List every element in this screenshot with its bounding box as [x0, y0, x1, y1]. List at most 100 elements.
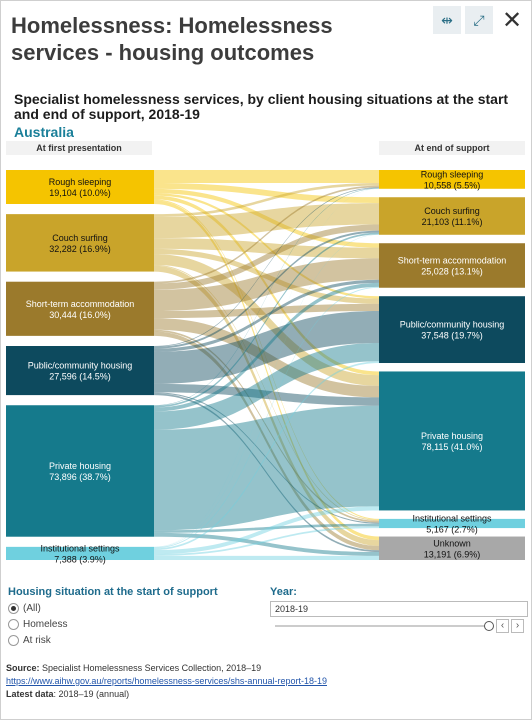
flow-link[interactable]: [154, 182, 379, 204]
radio-label: (All): [23, 603, 41, 614]
source-node-0[interactable]: [6, 170, 154, 204]
source-node-3[interactable]: [6, 346, 154, 396]
flow-link[interactable]: [154, 182, 379, 217]
source-node-5[interactable]: [6, 546, 154, 560]
source-line: Source: Specialist Homelessness Services…: [6, 663, 261, 673]
latest-line: Latest data: 2018–19 (annual): [6, 689, 129, 699]
radio-dot[interactable]: [8, 635, 19, 646]
flow-link[interactable]: [154, 286, 379, 549]
radio-all[interactable]: (All): [8, 603, 41, 614]
target-node-value: 13,191 (6.9%): [424, 549, 481, 559]
source-node-value: 19,104 (10.0%): [49, 188, 111, 198]
source-node-2[interactable]: [6, 281, 154, 336]
flow-link[interactable]: [154, 282, 379, 412]
flow-link[interactable]: [154, 555, 379, 560]
source-node-value: 7,388 (3.9%): [54, 554, 106, 564]
target-node-value: 78,115 (41.0%): [422, 442, 483, 452]
flow-link[interactable]: [154, 199, 379, 520]
radio-dot[interactable]: [8, 603, 19, 614]
flow-link[interactable]: [154, 203, 379, 239]
flow-link[interactable]: [154, 170, 379, 183]
year-select[interactable]: 2018-19: [270, 601, 528, 617]
flow-link[interactable]: [154, 331, 379, 551]
source-text: Specialist Homelessness Services Collect…: [42, 663, 262, 673]
flow-link[interactable]: [154, 265, 379, 546]
target-node-value: 37,548 (19.7%): [421, 331, 483, 341]
radio-homeless[interactable]: Homeless: [8, 619, 67, 630]
target-node-name: Couch surfing: [424, 206, 480, 216]
year-slider-track[interactable]: [275, 625, 485, 627]
flow-link[interactable]: [154, 532, 379, 556]
flow-link[interactable]: [154, 318, 379, 398]
flow-link[interactable]: [154, 188, 379, 548]
target-node-name: Unknown: [433, 538, 471, 548]
flow-link[interactable]: [154, 392, 379, 524]
flow-link[interactable]: [154, 310, 379, 384]
target-node-6[interactable]: [379, 536, 525, 560]
flow-link[interactable]: [154, 342, 379, 430]
source-node-1[interactable]: [6, 214, 154, 272]
flow-link[interactable]: [154, 258, 379, 312]
flow-link[interactable]: [154, 248, 379, 304]
flow-link[interactable]: [154, 329, 379, 523]
latest-label: Latest data: [6, 689, 54, 699]
flow-link[interactable]: [154, 279, 379, 352]
fullscreen-icon[interactable]: ⤢: [465, 6, 493, 34]
chart-region: Australia: [14, 124, 74, 140]
source-node-name: Rough sleeping: [49, 177, 112, 187]
flow-link[interactable]: [154, 361, 379, 551]
flow-link[interactable]: [154, 224, 379, 290]
flow-link[interactable]: [154, 232, 379, 408]
target-node-name: Institutional settings: [412, 513, 492, 523]
flow-links: [154, 170, 379, 560]
year-slider-handle[interactable]: [484, 621, 494, 631]
target-node-3[interactable]: [379, 296, 525, 364]
flow-link[interactable]: [154, 188, 379, 406]
flow-link[interactable]: [154, 195, 379, 376]
left-heading: At first presentation: [6, 141, 152, 155]
target-node-1[interactable]: [379, 197, 525, 235]
radio-at-risk[interactable]: At risk: [8, 635, 51, 646]
flow-link[interactable]: [154, 393, 379, 553]
source-node-name: Short-term accommodation: [26, 299, 135, 309]
source-link[interactable]: https://www.aihw.gov.au/reports/homeless…: [6, 676, 327, 686]
page-title: Homelessness: Homelessness services - ho…: [11, 13, 333, 65]
flow-link[interactable]: [154, 234, 379, 548]
flow-link[interactable]: [154, 254, 379, 386]
flow-link[interactable]: [154, 188, 379, 248]
target-node-0[interactable]: [379, 170, 525, 189]
target-node-5[interactable]: [379, 518, 525, 529]
next-year-button[interactable]: ›: [511, 619, 524, 633]
source-node-value: 32,282 (16.9%): [49, 244, 111, 254]
target-node-name: Short-term accommodation: [398, 255, 507, 265]
flow-link[interactable]: [154, 506, 379, 555]
prev-year-button[interactable]: ‹: [496, 619, 509, 633]
flow-link[interactable]: [154, 264, 379, 521]
target-node-2[interactable]: [379, 243, 525, 288]
flow-link[interactable]: [154, 523, 379, 533]
target-node-value: 5,167 (2.7%): [426, 524, 478, 534]
target-node-value: 21,103 (11.1%): [422, 217, 483, 227]
target-node-4[interactable]: [379, 371, 525, 511]
flow-link[interactable]: [154, 185, 379, 284]
radio-label: Homeless: [23, 619, 68, 630]
flow-link[interactable]: [154, 303, 379, 319]
flow-link[interactable]: [154, 187, 379, 347]
flow-link[interactable]: [154, 193, 379, 299]
source-node-name: Institutional settings: [40, 543, 120, 553]
source-label: Source:: [6, 663, 40, 673]
close-icon[interactable]: ✕: [501, 6, 523, 34]
radio-dot[interactable]: [8, 619, 19, 630]
source-node-name: Couch surfing: [52, 233, 108, 243]
flow-link[interactable]: [154, 526, 379, 556]
flow-link[interactable]: [154, 383, 379, 406]
flow-link[interactable]: [154, 405, 379, 531]
flow-link[interactable]: [154, 230, 379, 349]
flow-link[interactable]: [154, 238, 379, 259]
source-node-4[interactable]: [6, 405, 154, 537]
target-node-name: Public/community housing: [400, 320, 505, 330]
year-heading: Year:: [270, 586, 297, 598]
flow-link[interactable]: [154, 200, 379, 541]
target-node-value: 10,558 (5.5%): [424, 180, 481, 190]
compare-icon[interactable]: ⇹: [433, 6, 461, 34]
